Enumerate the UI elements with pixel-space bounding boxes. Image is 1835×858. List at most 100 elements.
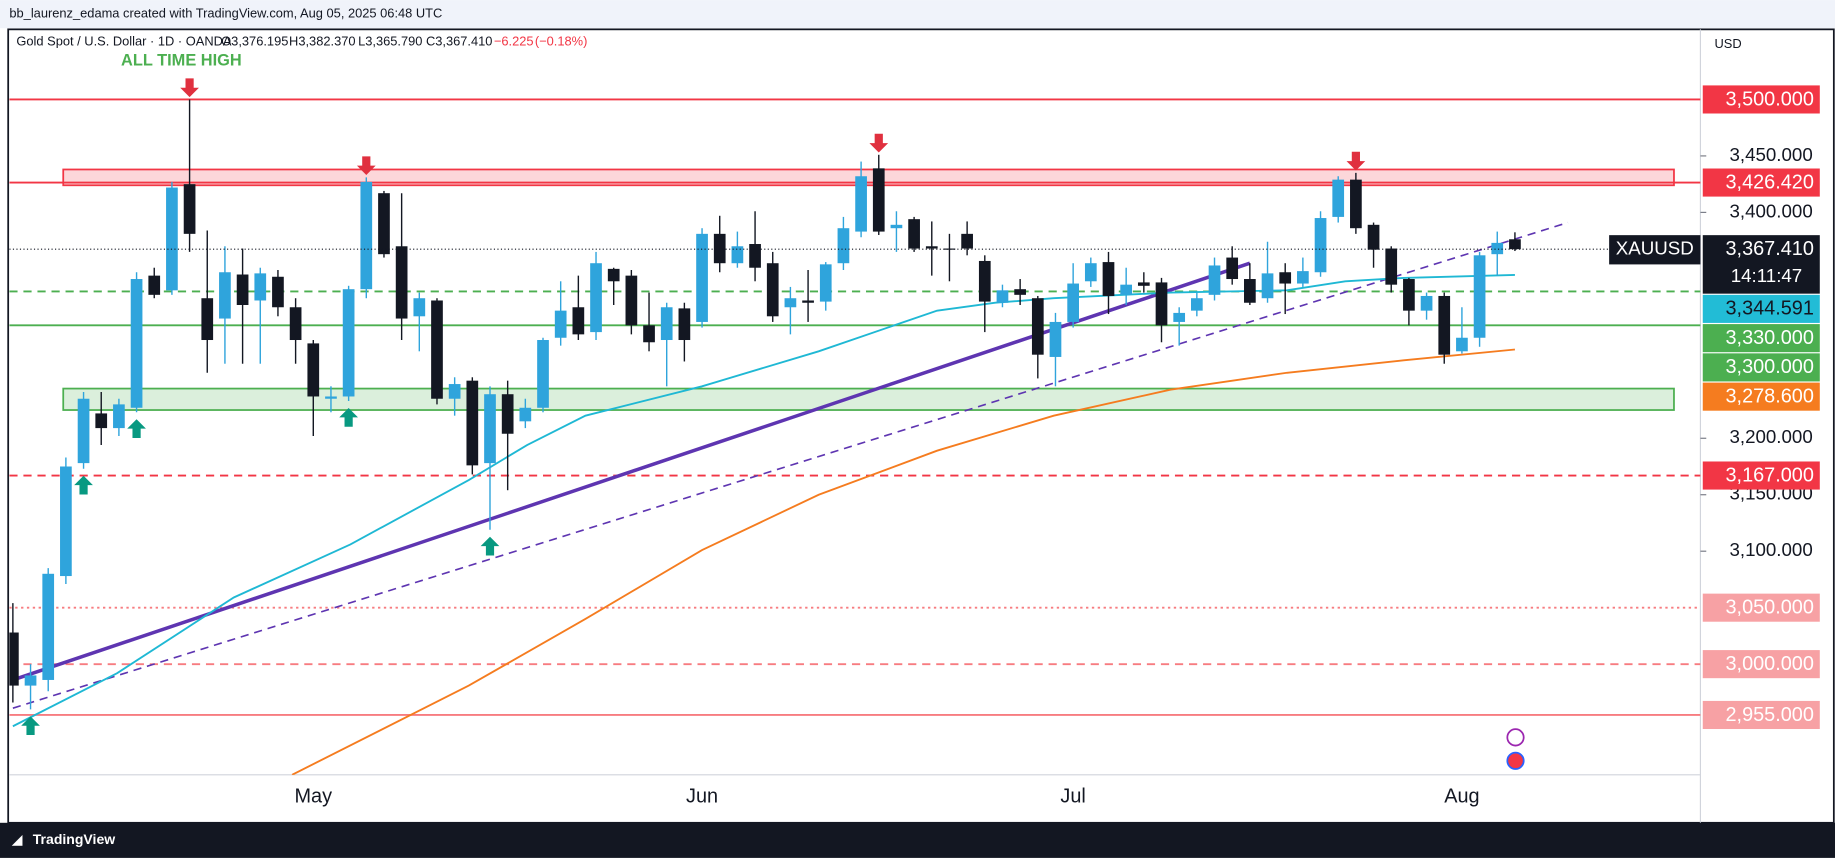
moving-average: [291, 348, 1516, 775]
candle-body: [713, 233, 726, 264]
ohlc-value: −6.225: [494, 34, 534, 49]
price-label: 3,330.000: [1726, 327, 1814, 349]
candle-body: [1420, 295, 1433, 311]
price-label-box: [1702, 168, 1820, 197]
ohlc-value: (−0.18%): [535, 34, 588, 49]
symbol-box: [1609, 235, 1701, 265]
candle-body: [1509, 239, 1521, 250]
price-label-box: [1702, 593, 1820, 622]
price-label: 3,278.600: [1726, 385, 1814, 407]
candle-body: [289, 307, 302, 341]
currency: USD: [1714, 36, 1741, 51]
candle-body: [219, 272, 231, 319]
candle-body: [1155, 282, 1168, 326]
candle-body: [943, 248, 956, 250]
candle-body: [1031, 298, 1044, 355]
ohlc-value: L3,365.790: [358, 34, 422, 49]
candle-body: [1067, 283, 1079, 322]
price-label-box: [1702, 461, 1820, 490]
candle-body: [731, 246, 744, 264]
sell-arrow: [869, 133, 889, 153]
candle-body: [643, 325, 655, 343]
y-tick-label: 3,200.000: [1729, 426, 1812, 447]
candle-body: [254, 273, 267, 301]
candle-body: [1120, 284, 1133, 295]
brand: TradingView: [33, 831, 115, 847]
price-label-box: [1702, 650, 1820, 679]
candle-body: [961, 233, 973, 249]
candle-body: [201, 298, 214, 341]
candle-body: [113, 404, 125, 429]
buy-arrow: [480, 536, 500, 556]
candle-body: [660, 307, 673, 341]
candle-body: [1438, 295, 1451, 355]
candle-body: [802, 300, 814, 303]
flag-icon[interactable]: [1506, 751, 1525, 770]
ohlc-value: C3,367.410: [426, 34, 493, 49]
candle-body: [1297, 271, 1309, 284]
header-bar: [0, 0, 1835, 29]
candle-body: [749, 244, 761, 268]
candle-body: [42, 573, 55, 680]
price-label-box: [1702, 700, 1820, 730]
candle-body: [1014, 289, 1026, 295]
candle-body: [1137, 282, 1150, 286]
candle-body: [272, 276, 284, 308]
buy-arrow: [74, 475, 93, 495]
event-icon[interactable]: [1506, 728, 1525, 747]
ohlc-value: H3,382.370: [289, 34, 355, 49]
price-label: 3,367.410: [1726, 238, 1814, 260]
candle-body: [537, 340, 549, 408]
x-tick-label: Jun: [686, 785, 718, 807]
buy-arrow: [127, 419, 146, 439]
candle-body: [572, 307, 585, 335]
candle-body: [60, 466, 72, 577]
countdown: 14:11:47: [1731, 265, 1802, 286]
candle-body: [678, 308, 691, 341]
candle-body: [325, 396, 337, 399]
candle-body: [9, 632, 19, 686]
y-tick-label: 3,100.000: [1729, 539, 1812, 560]
candle-body: [342, 289, 355, 397]
price-label: 3,344.591: [1726, 298, 1814, 320]
sell-arrow: [1346, 151, 1366, 171]
candle-body: [1261, 273, 1274, 299]
candle-body: [1403, 279, 1415, 311]
candle-body: [1456, 337, 1468, 352]
ath-annotation: ALL TIME HIGH: [121, 51, 242, 69]
candle-body: [1190, 298, 1203, 311]
candle-body: [77, 398, 90, 464]
candle-body: [1102, 262, 1115, 296]
candle-body: [519, 407, 532, 422]
sell-arrow: [356, 156, 376, 176]
ohlc-value: O3,376.195: [221, 34, 288, 49]
price-label: 3,167.000: [1726, 464, 1814, 486]
y-tick-label: 3,450.000: [1729, 144, 1812, 165]
candle-body: [1350, 179, 1362, 229]
price-label-box: [1702, 324, 1820, 353]
zone: [62, 168, 1675, 187]
candle-body: [1314, 218, 1327, 273]
price-label-box: [1702, 382, 1820, 411]
candle-body: [554, 310, 567, 338]
trendline: [12, 221, 1569, 709]
candle-body: [448, 384, 461, 399]
candle-body: [1279, 272, 1292, 284]
candle-body: [413, 298, 426, 317]
candle-body: [837, 228, 850, 264]
candle-body: [307, 343, 320, 397]
candle-body: [784, 298, 797, 308]
candle-body: [431, 300, 443, 399]
price-label: 2,955.000: [1726, 704, 1814, 726]
candle-body: [95, 413, 108, 429]
price-label-box: [1702, 353, 1820, 382]
candle-body: [766, 263, 779, 317]
candle-body: [855, 176, 867, 232]
candle-body: [1226, 257, 1239, 280]
candle-body: [890, 224, 903, 229]
candle-body: [607, 268, 620, 282]
plot-area: [9, 78, 1701, 775]
attribution: bb_laurenz_edama created with TradingVie…: [9, 6, 442, 21]
